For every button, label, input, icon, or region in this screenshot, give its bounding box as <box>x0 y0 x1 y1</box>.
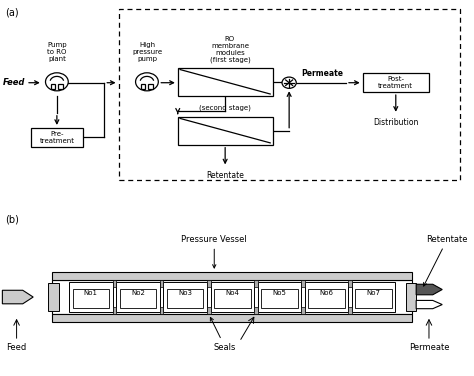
Bar <box>254 280 258 287</box>
Text: Retentate: Retentate <box>424 235 468 286</box>
Bar <box>214 289 251 308</box>
Text: High
pressure
pump: High pressure pump <box>132 42 162 62</box>
Text: (a): (a) <box>5 8 18 18</box>
Text: No5: No5 <box>273 290 286 296</box>
Bar <box>112 307 116 314</box>
Bar <box>301 280 305 287</box>
Text: Distribution: Distribution <box>373 118 419 127</box>
Bar <box>112 280 116 287</box>
Circle shape <box>46 73 68 91</box>
Bar <box>301 307 305 314</box>
Text: Pre-
treatment: Pre- treatment <box>39 131 74 144</box>
Circle shape <box>282 77 296 88</box>
Circle shape <box>136 73 158 91</box>
Bar <box>308 289 345 308</box>
Bar <box>210 282 254 312</box>
Bar <box>31 128 83 147</box>
Text: Pressure Vessel: Pressure Vessel <box>182 235 247 268</box>
Bar <box>254 307 258 314</box>
Bar <box>261 289 298 308</box>
Bar <box>167 289 203 308</box>
Polygon shape <box>141 83 146 89</box>
Bar <box>164 282 207 312</box>
Text: Seals: Seals <box>210 317 237 352</box>
Text: Permeate: Permeate <box>409 343 449 352</box>
Bar <box>258 282 301 312</box>
Bar <box>118 9 460 180</box>
Text: No7: No7 <box>367 290 381 296</box>
Text: No1: No1 <box>84 290 98 296</box>
Text: No4: No4 <box>225 290 239 296</box>
Polygon shape <box>58 83 63 89</box>
Bar <box>348 307 352 314</box>
Bar <box>52 280 412 314</box>
FancyArrow shape <box>416 300 442 309</box>
Text: (b): (b) <box>5 214 18 224</box>
Text: No2: No2 <box>131 290 145 296</box>
Bar <box>207 280 210 287</box>
Bar <box>356 289 392 308</box>
FancyArrow shape <box>2 290 33 304</box>
Text: Permeate: Permeate <box>301 69 343 78</box>
Text: Retentate: Retentate <box>206 171 244 180</box>
Text: (second stage): (second stage) <box>199 105 251 111</box>
Bar <box>348 280 352 287</box>
Bar <box>52 272 412 280</box>
Text: No3: No3 <box>178 290 192 296</box>
Bar <box>160 307 164 314</box>
Text: RO
membrane
modules
(first stage): RO membrane modules (first stage) <box>210 36 250 63</box>
Bar <box>116 282 160 312</box>
Text: No6: No6 <box>319 290 334 296</box>
Bar <box>305 282 348 312</box>
Bar <box>69 282 112 312</box>
Bar <box>352 282 395 312</box>
Bar <box>207 307 210 314</box>
Bar <box>406 283 416 311</box>
Text: Pump
to RO
plant: Pump to RO plant <box>47 42 67 62</box>
Bar <box>52 314 412 322</box>
Bar <box>73 289 109 308</box>
Bar <box>363 73 429 92</box>
Bar <box>119 289 156 308</box>
Bar <box>178 68 273 96</box>
Bar <box>178 117 273 145</box>
Text: Feed: Feed <box>2 78 25 87</box>
Polygon shape <box>148 83 153 89</box>
Bar <box>160 280 164 287</box>
FancyArrow shape <box>416 284 442 295</box>
Polygon shape <box>51 83 55 89</box>
Bar <box>48 283 59 311</box>
Text: Feed: Feed <box>7 343 27 352</box>
Text: Post-
treatment: Post- treatment <box>378 76 413 89</box>
